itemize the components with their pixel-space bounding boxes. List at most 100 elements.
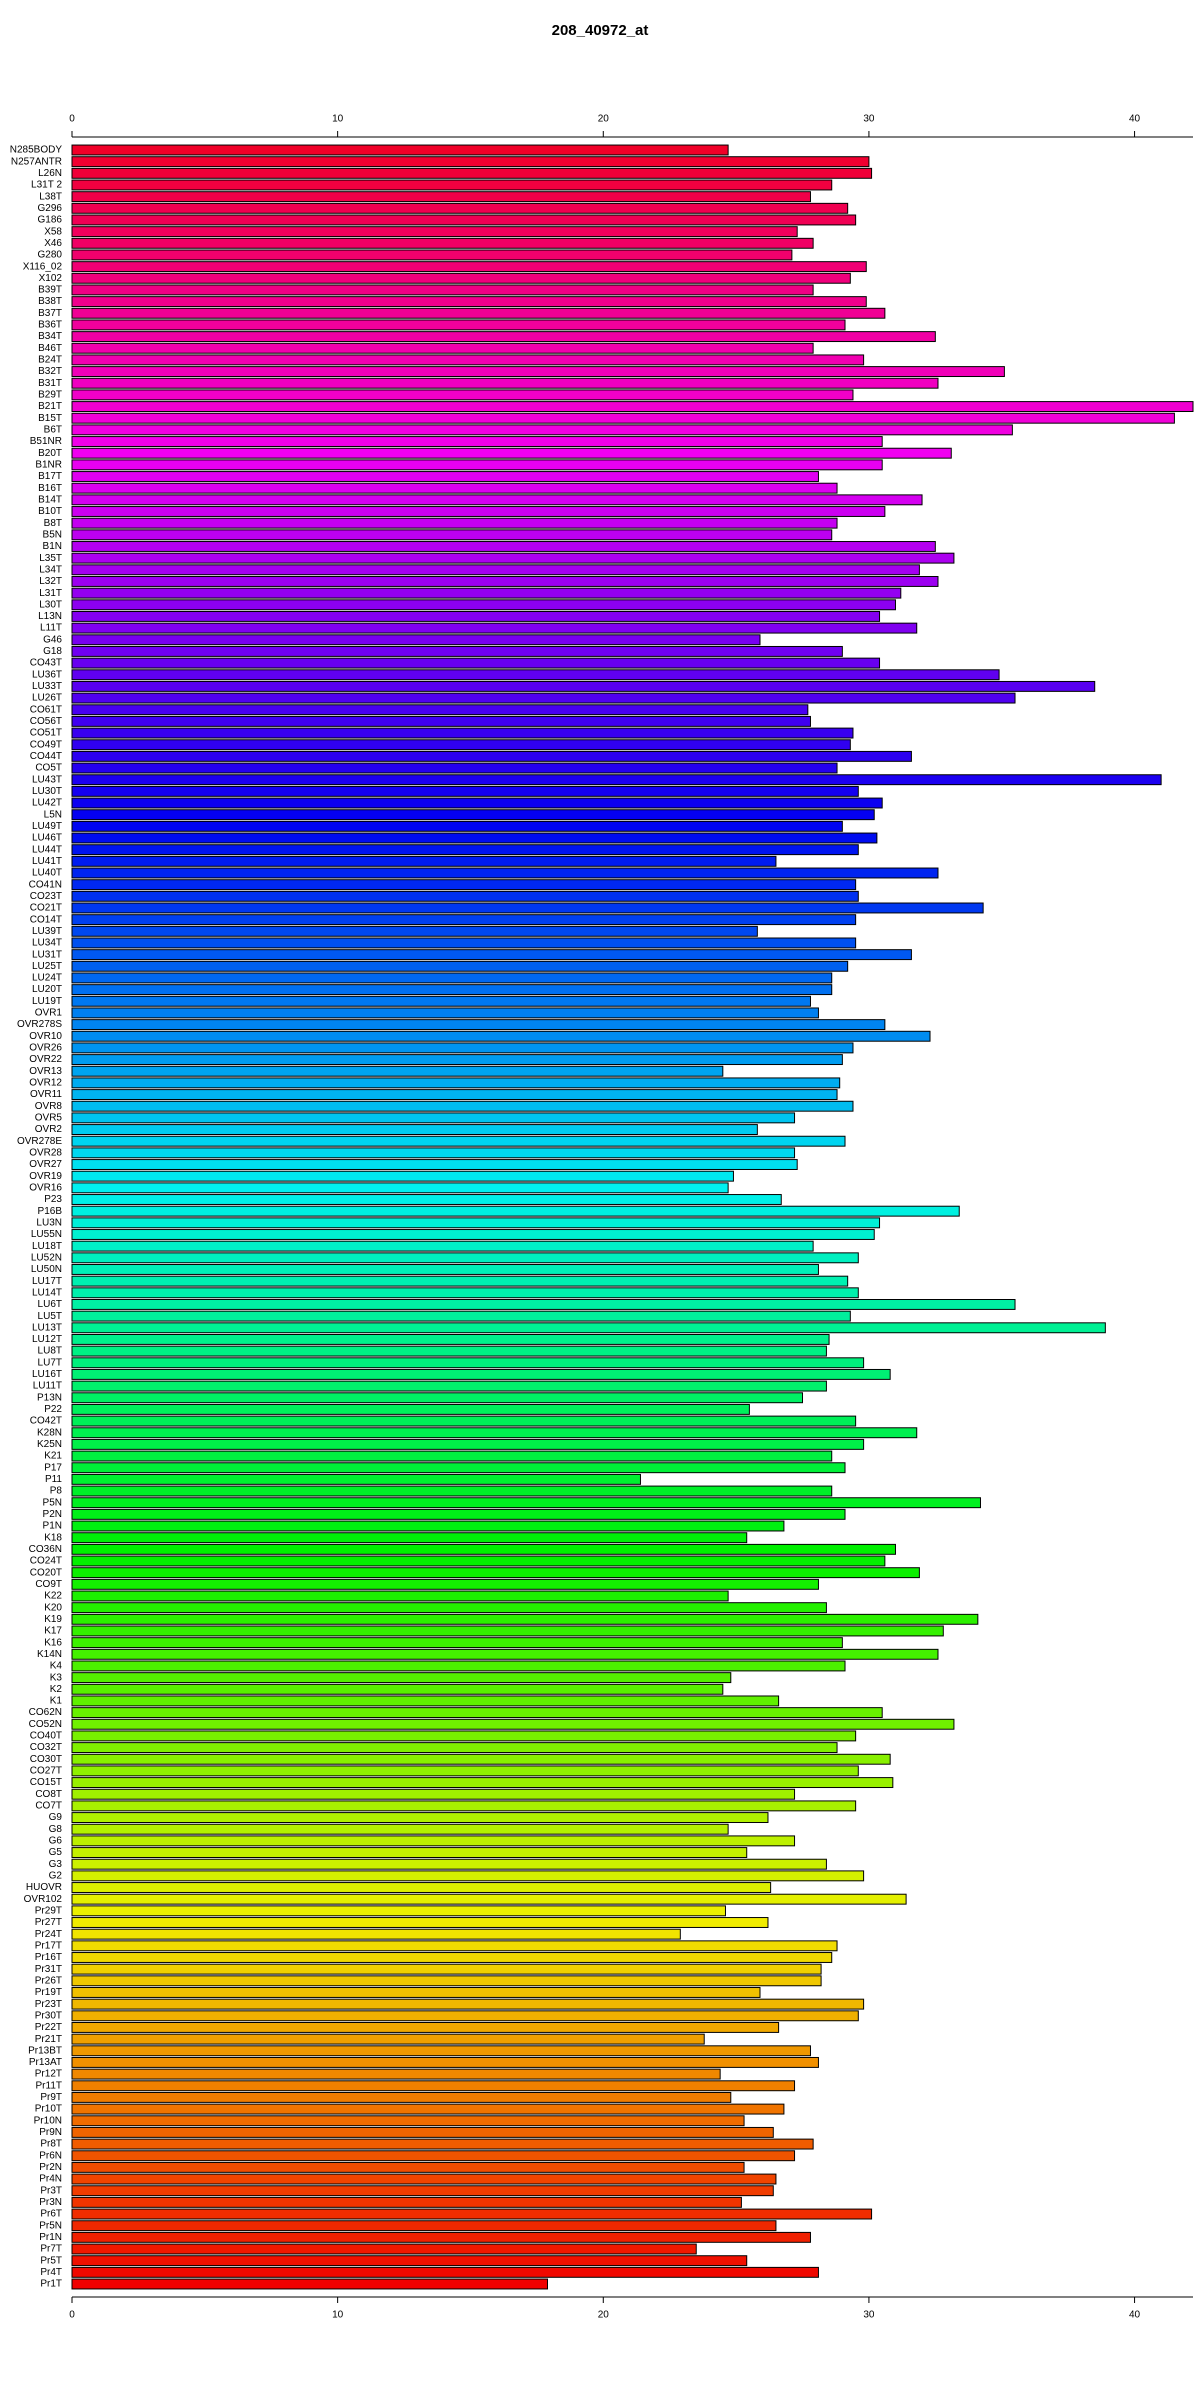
bar [71, 237, 814, 249]
y-tick-label: CO21T [30, 903, 62, 914]
y-tick-label: LU16T [32, 1369, 62, 1380]
bar [71, 972, 833, 984]
y-tick-label: LU24T [32, 973, 62, 984]
y-tick-label: Pr26T [35, 1975, 62, 1986]
y-tick-label: G186 [38, 215, 63, 226]
y-tick-label: B8T [44, 518, 62, 529]
y-tick-label: LU31T [32, 949, 62, 960]
y-tick-label: LU13T [32, 1322, 62, 1333]
y-tick-label: K25N [37, 1439, 62, 1450]
bar [71, 750, 912, 762]
y-tick-label: OVR27 [29, 1159, 62, 1170]
bar [71, 1345, 827, 1357]
bar [71, 1030, 931, 1042]
x-tick-label: 30 [863, 114, 875, 125]
y-tick-label: B17T [38, 471, 62, 482]
y-tick-label: LU25T [32, 961, 62, 972]
bar [71, 541, 936, 552]
y-tick-label: OVR22 [29, 1054, 62, 1065]
y-tick-label: CO49T [30, 739, 62, 750]
y-tick-label: Pr29T [35, 1905, 62, 1916]
y-tick-label: CO9T [35, 1579, 62, 1590]
bar [71, 144, 729, 156]
y-tick-label: OVR2 [35, 1124, 63, 1135]
y-tick-label: LU11T [33, 1381, 62, 1392]
y-tick-label: CO51T [30, 728, 62, 739]
y-tick-label: LU52N [31, 1252, 62, 1263]
bar [71, 1777, 894, 1789]
y-tick-label: G2 [49, 1870, 63, 1881]
y-tick-label: G46 [43, 634, 62, 645]
y-tick-label: B20T [38, 448, 62, 459]
y-tick-label: Pr1N [39, 2232, 62, 2243]
y-tick-label: K1 [50, 1696, 63, 1707]
x-tick-label: 40 [1129, 114, 1141, 125]
x-tick-label: 0 [69, 2310, 75, 2321]
x-tick-label: 30 [863, 2310, 875, 2321]
x-tick-label: 20 [598, 2310, 610, 2321]
y-tick-label: Pr12T [35, 2069, 62, 2080]
bar [71, 389, 854, 401]
y-tick-label: OVR8 [35, 1101, 63, 1112]
bar [71, 2161, 745, 2173]
y-tick-label: CO24T [30, 1556, 62, 1567]
bar [71, 960, 849, 972]
y-tick-label: B10T [38, 506, 62, 517]
bar [71, 1054, 843, 1066]
bar [71, 2138, 814, 2150]
bar [71, 2103, 785, 2115]
y-tick-label: L31T 2 [31, 180, 62, 191]
bar [71, 331, 936, 343]
y-tick-label: CO62N [29, 1707, 62, 1718]
bar [71, 2126, 774, 2138]
bar [71, 1858, 827, 1870]
bar [71, 1205, 960, 1217]
y-tick-label: LU8T [38, 1346, 62, 1357]
bar [71, 471, 819, 482]
bar [71, 377, 939, 389]
y-tick-label: L31T [39, 588, 62, 599]
y-tick-label: CO44T [30, 751, 62, 762]
chart-title: 208_40972_at [552, 22, 649, 39]
y-tick-label: CO42T [30, 1416, 62, 1427]
y-tick-label: K14N [37, 1649, 62, 1660]
bar [71, 2255, 748, 2267]
bar [71, 1159, 798, 1170]
bar [71, 797, 883, 809]
y-tick-label: Pr9N [39, 2127, 62, 2138]
bar [71, 1275, 849, 1287]
bar [71, 949, 912, 961]
bar [71, 1182, 729, 1194]
bar [71, 692, 1016, 704]
y-tick-label: CO30T [30, 1754, 62, 1765]
bar [71, 1322, 1106, 1334]
y-tick-label: G18 [43, 646, 62, 657]
y-tick-label: Pr23T [35, 1999, 62, 2010]
bar [71, 785, 859, 797]
y-tick-label: G5 [49, 1847, 63, 1858]
bar [71, 2045, 811, 2057]
bar [71, 680, 1096, 692]
bar [71, 1170, 734, 1182]
y-tick-label: K4 [50, 1661, 63, 1672]
bar [71, 2021, 780, 2033]
bar [71, 1800, 857, 1812]
y-tick-label: LU18T [32, 1241, 62, 1252]
bar [71, 517, 838, 529]
bar [71, 1089, 838, 1101]
y-tick-label: LU40T [32, 868, 62, 879]
y-tick-label: LU49T [32, 821, 62, 832]
bar [71, 1532, 748, 1544]
y-tick-label: P5N [43, 1497, 62, 1508]
y-tick-label: LU5T [38, 1311, 62, 1322]
y-tick-label: CO43T [30, 658, 62, 669]
bar [71, 715, 811, 727]
bar [71, 202, 849, 214]
y-tick-label: LU14T [32, 1287, 62, 1298]
y-tick-label: B31T [38, 378, 62, 389]
bar [71, 1438, 865, 1450]
y-tick-label: G3 [49, 1859, 63, 1870]
bar [71, 2231, 811, 2243]
y-tick-label: B34T [38, 331, 62, 342]
y-tick-label: G296 [38, 203, 63, 214]
